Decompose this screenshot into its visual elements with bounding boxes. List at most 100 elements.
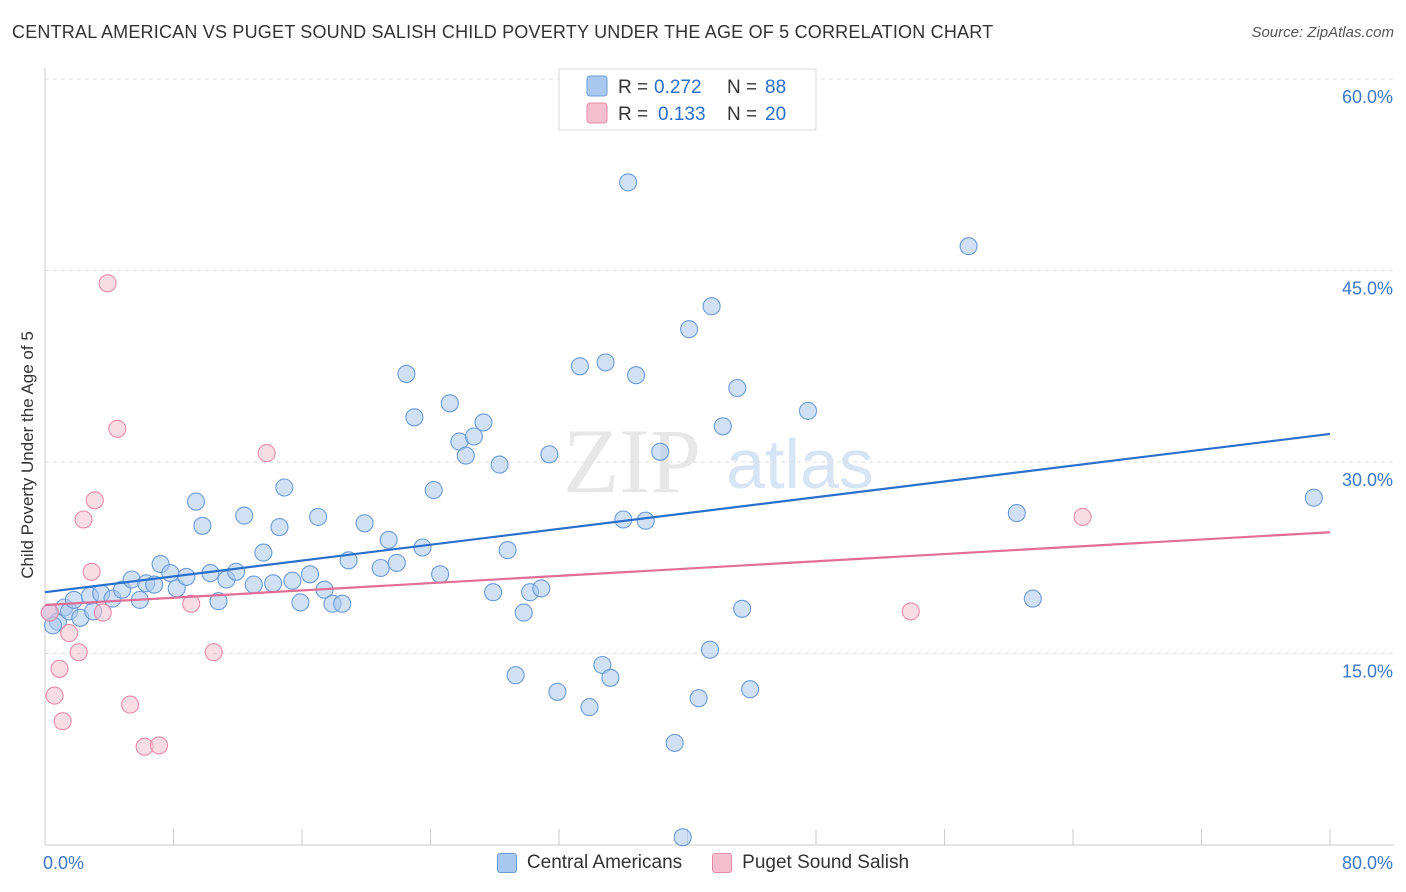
central-americans-point xyxy=(283,571,302,590)
puget-sound-salish-point xyxy=(182,594,201,613)
central-americans-point xyxy=(64,590,83,609)
puget-sound-salish-point xyxy=(74,510,93,529)
central-americans-point xyxy=(484,583,503,602)
legend-n-value-1: 88 xyxy=(765,77,786,98)
central-americans-point xyxy=(733,599,752,618)
y-tick-label-15: 15.0% xyxy=(1342,662,1393,682)
central-americans-point xyxy=(540,445,559,464)
legend-swatch-blue xyxy=(586,75,608,97)
puget-sound-salish-point xyxy=(60,624,79,643)
central-americans-point xyxy=(548,682,567,701)
x-tick-label-min: 0.0% xyxy=(43,853,84,873)
puget-sound-salish-trend-line xyxy=(44,531,1331,607)
central-americans-point xyxy=(397,364,416,383)
central-americans-point xyxy=(300,565,320,584)
central-americans-point xyxy=(490,455,509,474)
legend-r-label-1: R = xyxy=(618,77,648,98)
central-americans-point xyxy=(177,567,196,586)
central-americans-point xyxy=(405,408,424,427)
central-americans-point xyxy=(728,378,747,398)
series-legend: Central Americans Puget Sound Salish xyxy=(0,852,1406,874)
puget-sound-salish-point xyxy=(108,419,127,438)
central-americans-point xyxy=(580,698,599,717)
y-tick-label-60: 60.0% xyxy=(1342,87,1393,107)
central-americans-point xyxy=(431,565,450,584)
chart-title: CENTRAL AMERICAN VS PUGET SOUND SALISH C… xyxy=(12,22,994,42)
puget-sound-salish-point xyxy=(50,659,69,678)
central-americans-point xyxy=(254,543,273,562)
central-americans-point xyxy=(627,366,646,385)
central-americans-point xyxy=(665,733,684,752)
central-americans-point xyxy=(713,417,732,436)
central-americans-point xyxy=(291,593,310,612)
legend-label-central-americans: Central Americans xyxy=(526,852,683,873)
legend: R = 0.272 N = 88 R = 0.133 N = 20 xyxy=(558,68,817,131)
legend-item-puget-sound-salish: Puget Sound Salish xyxy=(712,852,909,874)
legend-r-value-2: 0.133 xyxy=(658,104,706,125)
central-americans-point xyxy=(619,173,638,192)
central-americans-point xyxy=(570,357,589,376)
puget-sound-salish-point xyxy=(85,491,104,510)
puget-sound-salish-point xyxy=(53,712,72,731)
puget-sound-salish-point xyxy=(45,686,64,705)
legend-label-puget-sound-salish: Puget Sound Salish xyxy=(742,852,910,873)
central-americans-point xyxy=(227,562,246,581)
central-americans-point xyxy=(1007,504,1026,523)
legend-r-value-1: 0.272 xyxy=(654,77,702,98)
central-americans-point xyxy=(689,689,708,708)
puget-sound-salish-points xyxy=(40,274,1092,756)
central-americans-point xyxy=(371,558,390,578)
puget-sound-salish-point xyxy=(40,603,59,622)
puget-sound-salish-point xyxy=(901,602,920,621)
axes xyxy=(44,68,1394,846)
legend-n-value-2: 20 xyxy=(765,104,786,125)
central-americans-point xyxy=(593,655,612,675)
trend-lines xyxy=(44,432,1331,607)
legend-r-label-2: R = xyxy=(618,104,648,125)
central-americans-point xyxy=(1023,589,1042,608)
central-americans-point xyxy=(387,553,406,572)
central-americans-point xyxy=(700,640,720,659)
central-americans-point xyxy=(333,594,352,613)
puget-sound-salish-point xyxy=(1073,507,1092,526)
central-americans-point xyxy=(244,575,263,594)
central-americans-point xyxy=(702,297,721,316)
central-americans-point xyxy=(161,564,180,583)
legend-swatch-pink xyxy=(586,102,608,124)
central-americans-point xyxy=(464,427,483,446)
central-americans-point xyxy=(673,828,692,847)
central-americans-point xyxy=(309,507,328,526)
x-tick-labels: 0.0% 80.0% xyxy=(43,853,1393,873)
y-tick-label-30: 30.0% xyxy=(1342,470,1393,490)
central-americans-point xyxy=(456,446,475,465)
central-americans-point xyxy=(959,237,978,256)
puget-sound-salish-point xyxy=(98,274,117,293)
watermark-atlas: atlas xyxy=(726,425,874,503)
central-americans-point xyxy=(601,668,620,687)
puget-sound-salish-point xyxy=(93,603,112,622)
central-americans-point xyxy=(440,394,459,413)
central-americans-point xyxy=(270,518,289,537)
watermark: ZIP atlas xyxy=(563,410,874,512)
central-americans-point xyxy=(636,511,655,530)
central-americans-point xyxy=(506,666,525,685)
central-americans-point xyxy=(424,481,443,500)
legend-swatch-puget-sound-salish xyxy=(712,853,733,873)
central-americans-point xyxy=(1304,488,1323,507)
central-americans-point xyxy=(275,478,294,497)
legend-n-label-2: N = xyxy=(727,104,757,125)
central-americans-point xyxy=(379,530,398,549)
central-americans-point xyxy=(741,680,760,699)
central-americans-point xyxy=(498,541,517,560)
y-tick-labels: 15.0% 30.0% 45.0% 60.0% xyxy=(1342,87,1393,682)
central-americans-point xyxy=(651,442,670,461)
central-americans-point xyxy=(209,592,228,611)
puget-sound-salish-point xyxy=(121,695,140,714)
central-americans-points xyxy=(40,173,1323,847)
central-americans-point xyxy=(264,574,283,593)
central-americans-point xyxy=(532,579,551,598)
central-americans-trend-line xyxy=(44,432,1331,594)
source-credit: Source: ZipAtlas.com xyxy=(1251,24,1394,41)
y-tick-label-45: 45.0% xyxy=(1342,279,1393,299)
